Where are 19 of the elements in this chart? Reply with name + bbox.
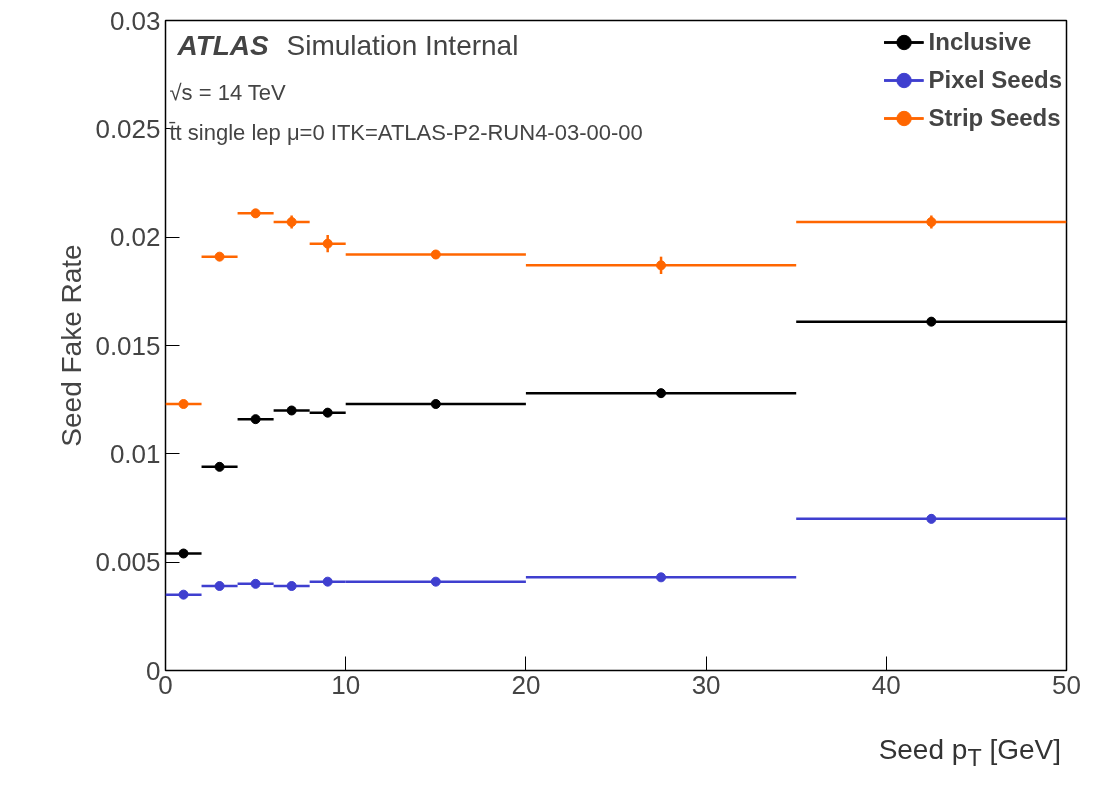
x-axis-title: Seed p$_{T}$ [GeV] [878,733,1061,773]
legend-label: Strip Seeds [928,103,1061,133]
legend-label: Pixel Seeds [928,65,1062,95]
y-tick-label: 0.02 [109,222,161,253]
x-tick-label: 10 [331,669,361,700]
y-tick-label: 0.03 [109,5,161,36]
annotation: Simulation Internal [286,29,519,61]
x-tick-label: 40 [871,669,901,700]
annotation: ATLAS [176,29,270,61]
y-axis-title: Seed Fake Rate [56,244,88,447]
y-tick-label: 0.015 [95,330,161,361]
y-tick-label: 0.005 [95,547,161,578]
x-tick-label: 20 [511,669,541,700]
y-tick-label: 0.025 [95,113,161,144]
x-tick-label: 50 [1052,669,1081,700]
annotation: √s = 14 TeV [169,79,287,105]
legend-label: Inclusive [928,27,1032,57]
y-tick-label: 0.01 [109,438,161,469]
x-tick-label: 30 [691,669,721,700]
